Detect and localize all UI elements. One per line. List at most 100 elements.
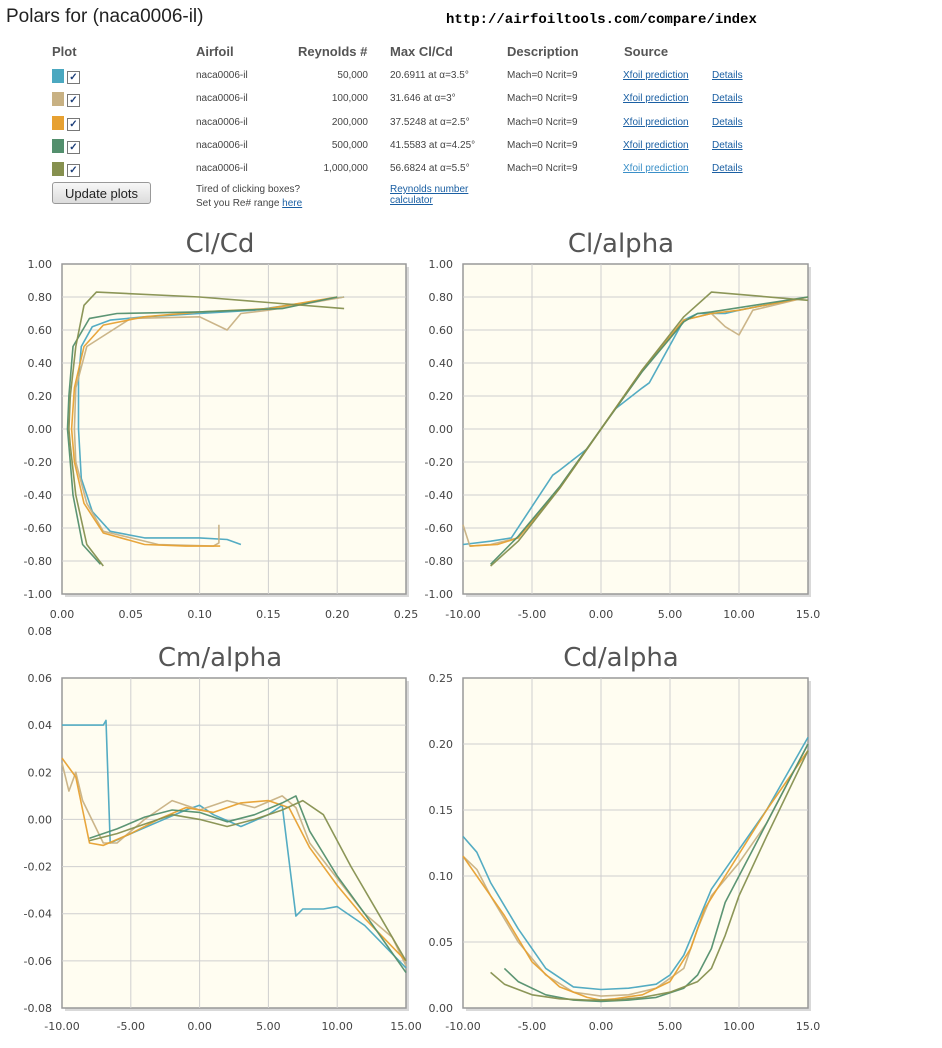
series-line: [490, 296, 809, 565]
y-tick-label: 0.05: [429, 936, 454, 949]
y-tick-label: 0.60: [429, 324, 454, 337]
x-tick-label: 0.00: [187, 1020, 212, 1033]
y-tick-label: 0.02: [28, 766, 53, 779]
series-color-swatch: [52, 139, 64, 153]
plot-checkbox[interactable]: ✓: [67, 164, 80, 177]
description-value: Mach=0 Ncrit=9: [507, 70, 578, 81]
update-plots-button[interactable]: Update plots: [52, 182, 151, 204]
reynolds-value: 1,000,000: [323, 163, 369, 174]
y-tick-label: 0.00: [28, 813, 53, 826]
details-link[interactable]: Details: [712, 117, 743, 128]
x-tick-label: 5.00: [658, 1020, 683, 1033]
details-link-text[interactable]: Details: [712, 163, 743, 174]
details-link-text[interactable]: Details: [712, 93, 743, 104]
y-tick-label: 0.08: [28, 625, 53, 638]
reynolds-calculator-link-line1[interactable]: Reynolds number: [390, 184, 469, 195]
xfoil-prediction-link-text[interactable]: Xfoil prediction: [623, 70, 689, 81]
series-line: [89, 795, 407, 974]
plot-checkbox[interactable]: ✓: [67, 118, 80, 131]
y-tick-label: 0.10: [429, 870, 454, 883]
y-tick-label: 0.00: [429, 1002, 454, 1015]
xfoil-prediction-link[interactable]: Xfoil prediction: [623, 70, 689, 81]
details-link-text[interactable]: Details: [712, 140, 743, 151]
col-header-plot: Plot: [52, 44, 77, 59]
details-link[interactable]: Details: [712, 140, 743, 151]
series-line: [66, 296, 338, 565]
series-line: [61, 762, 407, 966]
plot-area: [61, 677, 407, 1009]
xfoil-prediction-link-text[interactable]: Xfoil prediction: [623, 163, 689, 174]
col-header-max-clcd: Max Cl/Cd: [390, 44, 453, 59]
max-clcd-value: 31.646 at α=3°: [390, 93, 456, 104]
x-tick-label: 0.00: [589, 608, 614, 621]
series-line: [462, 750, 809, 1001]
airfoil-name: naca0006-il: [196, 70, 248, 81]
col-header-source: Source: [624, 44, 669, 59]
y-tick-label: -1.00: [24, 588, 52, 601]
xfoil-prediction-link-text[interactable]: Xfoil prediction: [623, 93, 689, 104]
y-tick-label: -0.04: [24, 908, 52, 921]
reynolds-value: 50,000: [337, 70, 368, 81]
details-link[interactable]: Details: [712, 163, 743, 174]
x-tick-label: 5.00: [658, 608, 683, 621]
chart-title: Cl/Cd: [186, 229, 255, 259]
description-value: Mach=0 Ncrit=9: [507, 163, 578, 174]
here-link[interactable]: here: [282, 198, 303, 209]
reynolds-value: 100,000: [331, 93, 368, 104]
max-clcd-value: 41.5583 at α=4.25°: [390, 140, 476, 151]
xfoil-prediction-link[interactable]: Xfoil prediction: [623, 117, 689, 128]
plot-checkbox[interactable]: ✓: [67, 141, 80, 154]
description-value: Mach=0 Ncrit=9: [507, 93, 578, 104]
chart-title: Cd/alpha: [563, 643, 679, 673]
xfoil-prediction-link[interactable]: Xfoil prediction: [623, 163, 689, 174]
reynolds-value: 200,000: [331, 117, 368, 128]
y-tick-label: 0.80: [28, 291, 53, 304]
details-link-text[interactable]: Details: [712, 70, 743, 81]
range-text-label: Set you Re# range: [196, 198, 283, 209]
xfoil-prediction-link-text[interactable]: Xfoil prediction: [623, 117, 689, 128]
series-line: [490, 750, 809, 1001]
y-tick-label: -0.20: [24, 456, 52, 469]
page-title: Polars for (naca0006-il): [6, 6, 204, 27]
y-tick-label: 0.00: [429, 423, 454, 436]
x-tick-label: 5.00: [256, 1020, 281, 1033]
details-link[interactable]: Details: [712, 70, 743, 81]
y-tick-label: 0.15: [429, 804, 454, 817]
x-tick-label: -5.00: [518, 608, 546, 621]
plot-checkbox[interactable]: ✓: [67, 94, 80, 107]
plot-area: [462, 677, 809, 1009]
xfoil-prediction-link[interactable]: Xfoil prediction: [623, 140, 689, 151]
series-line: [68, 291, 345, 567]
y-tick-label: -0.60: [24, 522, 52, 535]
series-line: [462, 743, 809, 997]
max-clcd-value: 56.6824 at α=5.5°: [390, 163, 470, 174]
series-color-swatch: [52, 162, 64, 176]
y-tick-label: -0.06: [24, 955, 52, 968]
y-tick-label: 0.20: [429, 390, 454, 403]
x-tick-label: 0.10: [187, 608, 212, 621]
y-tick-label: -0.80: [24, 555, 52, 568]
reynolds-calculator-link-line2[interactable]: calculator: [390, 195, 433, 206]
plot-checkbox[interactable]: ✓: [67, 71, 80, 84]
xfoil-prediction-link-text[interactable]: Xfoil prediction: [623, 140, 689, 151]
x-tick-label: -5.00: [518, 1020, 546, 1033]
x-tick-label: 0.05: [119, 608, 144, 621]
series-color-swatch: [52, 69, 64, 83]
x-tick-label: 0.00: [50, 608, 75, 621]
details-link[interactable]: Details: [712, 93, 743, 104]
x-tick-label: 15.0: [796, 608, 821, 621]
x-tick-label: 10.00: [723, 1020, 755, 1033]
reynolds-calculator-link[interactable]: Reynolds number calculator: [390, 184, 468, 206]
y-tick-label: 0.06: [28, 672, 53, 685]
x-tick-label: -10.00: [445, 1020, 480, 1033]
xfoil-prediction-link[interactable]: Xfoil prediction: [623, 93, 689, 104]
max-clcd-value: 37.5248 at α=2.5°: [390, 117, 470, 128]
y-tick-label: -0.20: [425, 456, 453, 469]
url-text: http://airfoiltools.com/compare/index: [446, 12, 757, 28]
details-link-text[interactable]: Details: [712, 117, 743, 128]
y-tick-label: -0.40: [425, 489, 453, 502]
series-line: [89, 799, 407, 962]
y-tick-label: 0.40: [429, 357, 454, 370]
y-tick-label: -1.00: [425, 588, 453, 601]
chart-title: Cm/alpha: [158, 643, 282, 673]
